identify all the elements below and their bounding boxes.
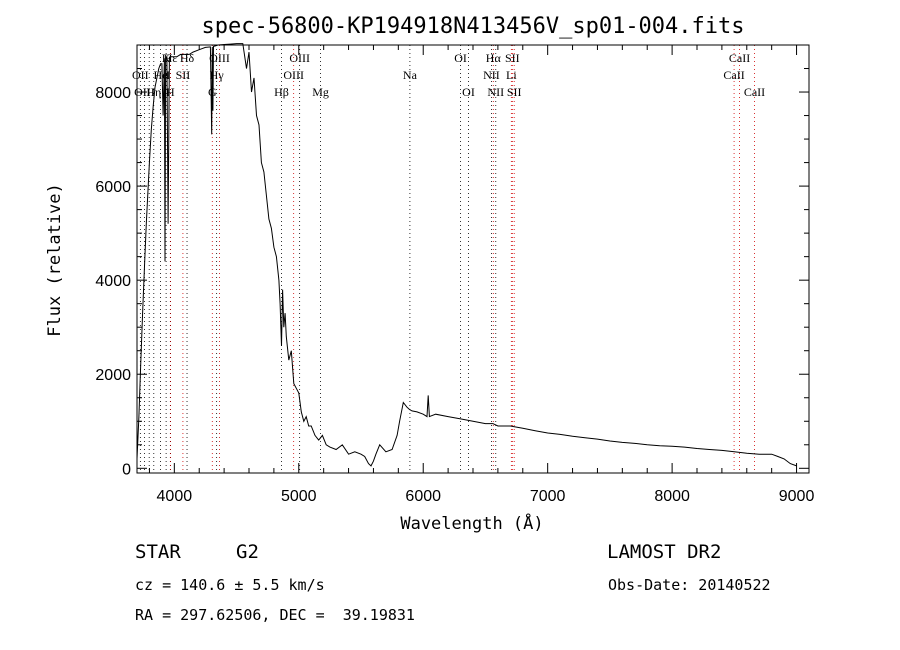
spectral-line-label: Hη [146, 85, 161, 99]
spectral-line-label: Mg [312, 85, 329, 99]
spectral-line-label: OI [454, 51, 467, 65]
spectral-line-label: SII [507, 85, 522, 99]
x-tick-label: 8000 [654, 488, 690, 505]
x-tick-label: 7000 [530, 488, 566, 505]
spectrum-line [136, 43, 797, 467]
object-type: STAR [135, 541, 181, 563]
spectral-line-markers [139, 45, 755, 473]
x-tick-label: 5000 [281, 488, 317, 505]
chart-title: spec-56800-KP194918N413456V_sp01-004.fit… [201, 14, 744, 39]
spectral-line-label: Li [506, 68, 517, 82]
spectral-line-label: NII [487, 85, 504, 99]
spectral-line-label: OIII [209, 51, 230, 65]
spectral-line-label: CaII [729, 51, 750, 65]
y-tick-label: 6000 [95, 179, 131, 196]
observation-date: Obs-Date: 20140522 [608, 576, 771, 594]
y-axis-title: Flux (relative) [45, 183, 65, 337]
spectral-line-label: Na [403, 68, 418, 82]
spectral-line-label: OII [132, 68, 149, 82]
spectral-line-label: Hβ [274, 85, 289, 99]
coordinates: RA = 297.62506, DEC = 39.19831 [135, 606, 415, 624]
spectral-line-label: CaII [723, 68, 744, 82]
spectral-line-label: OIII [289, 51, 310, 65]
spectral-line-label: SII [505, 51, 520, 65]
spectral-line-label: OI [462, 85, 475, 99]
x-tick-label: 9000 [779, 488, 815, 505]
spectral-line-label: SII [176, 68, 191, 82]
y-tick-label: 8000 [95, 85, 131, 102]
spectral-line-label: I [166, 68, 170, 82]
y-tick-label: 4000 [95, 273, 131, 290]
survey-name: LAMOST DR2 [607, 541, 722, 563]
spectral-line-label: H [166, 85, 175, 99]
axis-ticks: 4000 5000 6000 7000 8000 9000 0 2000 4000 6000 800… [95, 45, 814, 505]
spectral-line-label: NII [483, 68, 500, 82]
x-tick-label: 6000 [405, 488, 441, 505]
y-tick-label: 0 [122, 461, 131, 478]
y-tick-label: 2000 [95, 367, 131, 384]
plot-frame [136, 44, 810, 474]
x-axis-title: Wavelength (Å) [400, 512, 543, 534]
spectral-subclass: G2 [236, 541, 259, 563]
redshift-cz: cz = 140.6 ± 5.5 km/s [135, 576, 325, 594]
spectral-line-label: Hα [486, 51, 502, 65]
spectral-line-label: OIII [283, 68, 304, 82]
spectral-line-label: CaII [744, 85, 765, 99]
x-tick-label: 4000 [157, 488, 193, 505]
